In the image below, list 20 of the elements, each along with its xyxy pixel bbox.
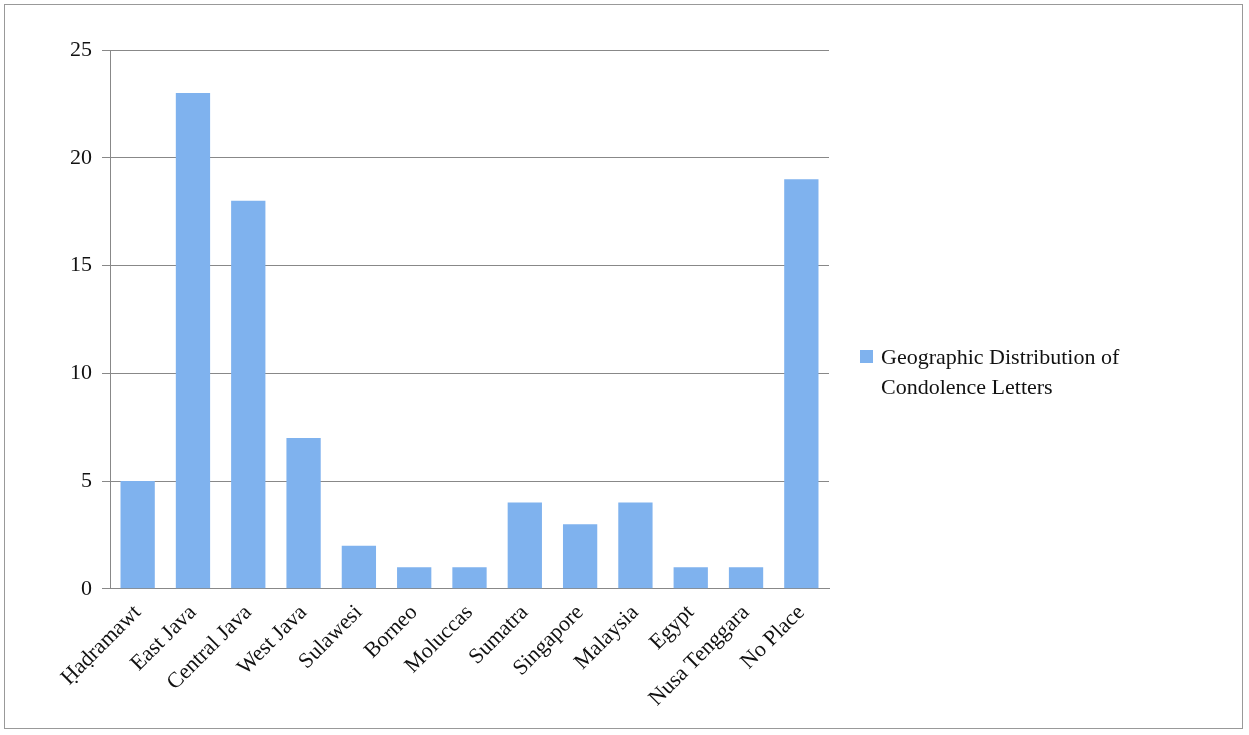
bar: [728, 567, 764, 589]
bar: [397, 567, 432, 589]
y-tick-label: 15: [70, 251, 92, 277]
y-tick-label: 0: [81, 574, 92, 600]
legend-label: Geographic Distribution of Condolence Letters: [881, 343, 1121, 401]
bar: [286, 437, 321, 589]
bar: [231, 200, 266, 589]
y-tick-label: 20: [70, 143, 92, 169]
bar: [673, 567, 708, 589]
y-tick-label: 5: [81, 466, 92, 492]
bar: [507, 502, 542, 589]
y-tick-label: 10: [70, 359, 92, 385]
bar: [341, 545, 377, 589]
y-tick-label: 25: [70, 35, 92, 61]
bar: [562, 524, 598, 589]
bar: [618, 502, 653, 589]
bar: [784, 179, 819, 589]
bar: [175, 93, 211, 589]
bar: [452, 567, 487, 589]
bar: [120, 481, 155, 589]
